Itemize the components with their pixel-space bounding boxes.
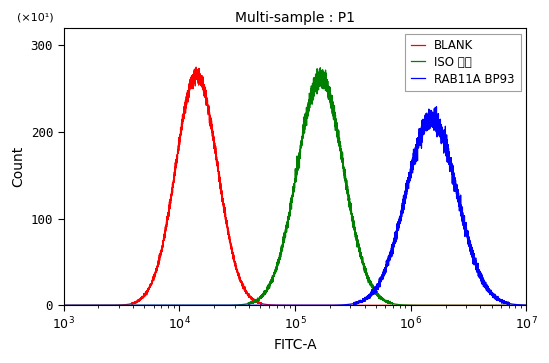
ISO 多抗 xyxy=(228,303,234,307)
Legend: BLANK, ISO 多抗, RAB11A BP93: BLANK, ISO 多抗, RAB11A BP93 xyxy=(405,33,520,91)
RAB11A BP93 xyxy=(334,303,341,307)
ISO 多抗 xyxy=(404,303,410,307)
RAB11A BP93 xyxy=(228,303,234,307)
Text: (×10¹): (×10¹) xyxy=(18,12,54,22)
Title: Multi-sample : P1: Multi-sample : P1 xyxy=(235,11,355,25)
RAB11A BP93 xyxy=(83,303,90,307)
BLANK xyxy=(193,65,199,69)
ISO 多抗 xyxy=(317,66,323,70)
RAB11A BP93 xyxy=(354,301,361,305)
BLANK xyxy=(404,303,410,307)
BLANK xyxy=(355,303,361,307)
Line: BLANK: BLANK xyxy=(64,67,526,305)
BLANK xyxy=(60,303,67,307)
BLANK xyxy=(83,303,90,307)
ISO 多抗 xyxy=(334,128,341,132)
RAB11A BP93 xyxy=(404,192,410,197)
RAB11A BP93 xyxy=(433,105,440,109)
ISO 多抗 xyxy=(428,303,435,307)
ISO 多抗 xyxy=(523,303,530,307)
Line: ISO 多抗: ISO 多抗 xyxy=(64,68,526,305)
ISO 多抗 xyxy=(355,239,361,243)
BLANK xyxy=(428,303,435,307)
BLANK xyxy=(228,244,234,248)
X-axis label: FITC-A: FITC-A xyxy=(273,338,317,352)
RAB11A BP93 xyxy=(428,114,435,118)
Line: RAB11A BP93: RAB11A BP93 xyxy=(64,107,526,305)
RAB11A BP93 xyxy=(60,303,67,307)
ISO 多抗 xyxy=(60,303,67,307)
BLANK xyxy=(334,303,341,307)
ISO 多抗 xyxy=(83,303,90,307)
Y-axis label: Count: Count xyxy=(11,146,25,187)
BLANK xyxy=(523,303,530,307)
RAB11A BP93 xyxy=(523,303,530,307)
